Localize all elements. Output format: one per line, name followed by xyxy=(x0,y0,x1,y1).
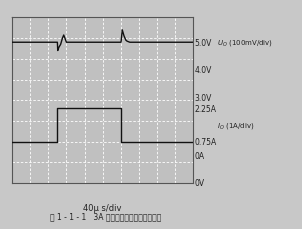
Text: 0.75A: 0.75A xyxy=(195,137,217,147)
Text: $U_O$ (100mV/div): $U_O$ (100mV/div) xyxy=(217,38,274,48)
Text: 图 1 - 1 - 1   3A 降压式开关的瞬态响应波形: 图 1 - 1 - 1 3A 降压式开关的瞬态响应波形 xyxy=(50,212,161,221)
Text: 0V: 0V xyxy=(195,179,205,188)
Text: $I_O$ (1A/div): $I_O$ (1A/div) xyxy=(217,120,255,131)
Text: 40μ s/div: 40μ s/div xyxy=(83,203,122,212)
Text: 5.0V: 5.0V xyxy=(195,38,212,48)
Text: 0A: 0A xyxy=(195,151,205,160)
Text: 3.0V: 3.0V xyxy=(195,94,212,103)
Text: 2.25A: 2.25A xyxy=(195,104,217,114)
Text: 4.0V: 4.0V xyxy=(195,66,212,75)
